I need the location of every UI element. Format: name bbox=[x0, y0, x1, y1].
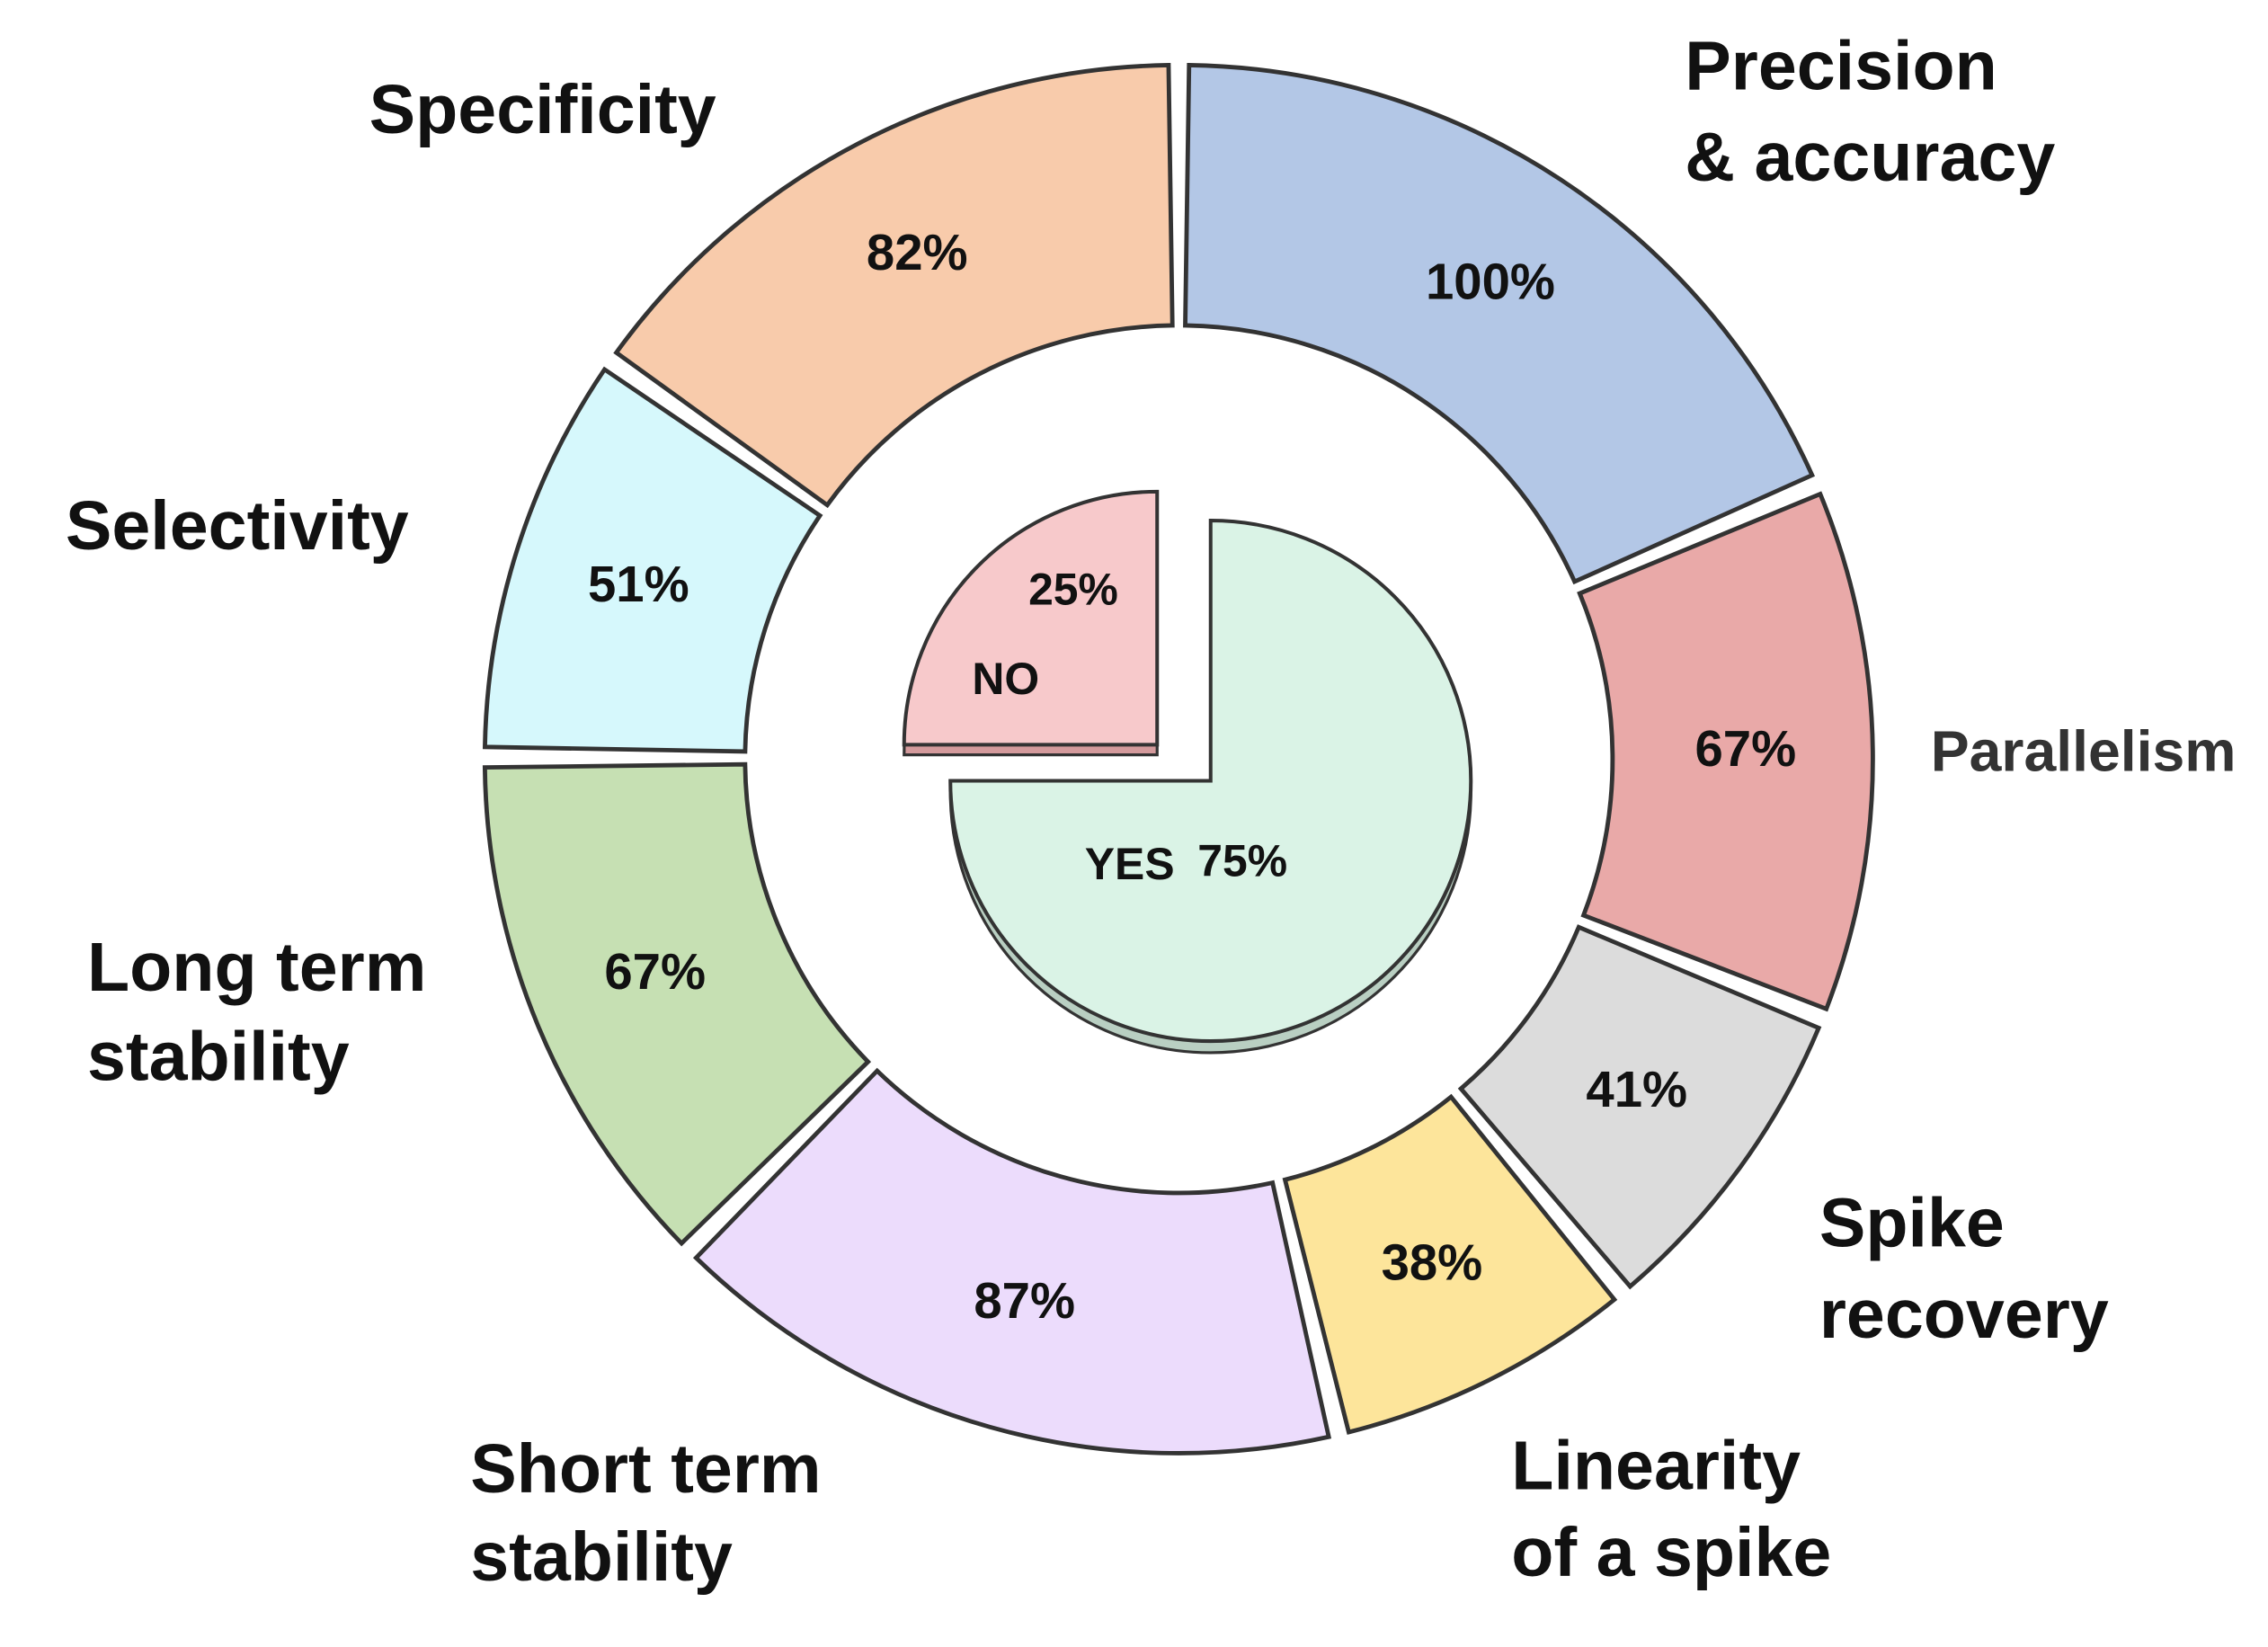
category-label: & accuracy bbox=[1685, 119, 2055, 196]
yes-value-label: 75% bbox=[1197, 836, 1287, 886]
segment-specificity bbox=[613, 63, 1175, 509]
category-label: stability bbox=[470, 1518, 733, 1596]
value-label-long-term-stability: 67% bbox=[604, 943, 706, 1000]
yes-label: YES bbox=[1085, 839, 1175, 889]
category-label: of a spike bbox=[1511, 1514, 1831, 1591]
yes-slice bbox=[948, 519, 1473, 1044]
category-label: Parallelism bbox=[1931, 718, 2237, 783]
inner-pie: NO 25% YES 75% bbox=[902, 489, 1473, 1055]
category-label: Linearity bbox=[1511, 1428, 1801, 1505]
segment-short-term-stability bbox=[692, 1067, 1332, 1456]
category-label: Long term bbox=[87, 929, 426, 1006]
segment-parallelism bbox=[1577, 491, 1875, 1012]
segment-spike-recovery bbox=[1457, 924, 1822, 1290]
category-labels: Precision & accuracy Parallelism Spike recov… bbox=[66, 28, 2237, 1596]
value-label-parallelism: 67% bbox=[1694, 720, 1796, 777]
value-label-linearity-of-a-spike: 38% bbox=[1382, 1233, 1483, 1290]
value-label-selectivity: 51% bbox=[588, 556, 689, 612]
value-label-specificity: 82% bbox=[867, 224, 968, 280]
category-label: Precision bbox=[1685, 28, 1997, 105]
category-label: stability bbox=[87, 1018, 350, 1095]
segment-linearity-of-a-spike bbox=[1282, 1093, 1618, 1435]
value-label-short-term-stability: 87% bbox=[974, 1272, 1075, 1329]
no-value-label: 25% bbox=[1028, 564, 1118, 614]
category-label: recovery bbox=[1819, 1276, 2109, 1353]
category-label: Short term bbox=[470, 1430, 821, 1508]
category-label: Selectivity bbox=[66, 487, 409, 565]
category-label: Specificity bbox=[369, 71, 716, 148]
segment-selectivity bbox=[482, 366, 823, 754]
value-label-spike-recovery: 41% bbox=[1586, 1061, 1687, 1117]
value-label-precision-accuracy: 100% bbox=[1426, 254, 1555, 310]
outer-ring: 100% 67% 41% 38% 87% 67% 51% 82% bbox=[482, 63, 1875, 1456]
category-label: Spike bbox=[1819, 1184, 2005, 1261]
no-slice bbox=[902, 489, 1160, 747]
segment-long-term-stability bbox=[482, 761, 872, 1247]
segment-precision-accuracy bbox=[1183, 63, 1816, 585]
no-label: NO bbox=[972, 654, 1039, 704]
